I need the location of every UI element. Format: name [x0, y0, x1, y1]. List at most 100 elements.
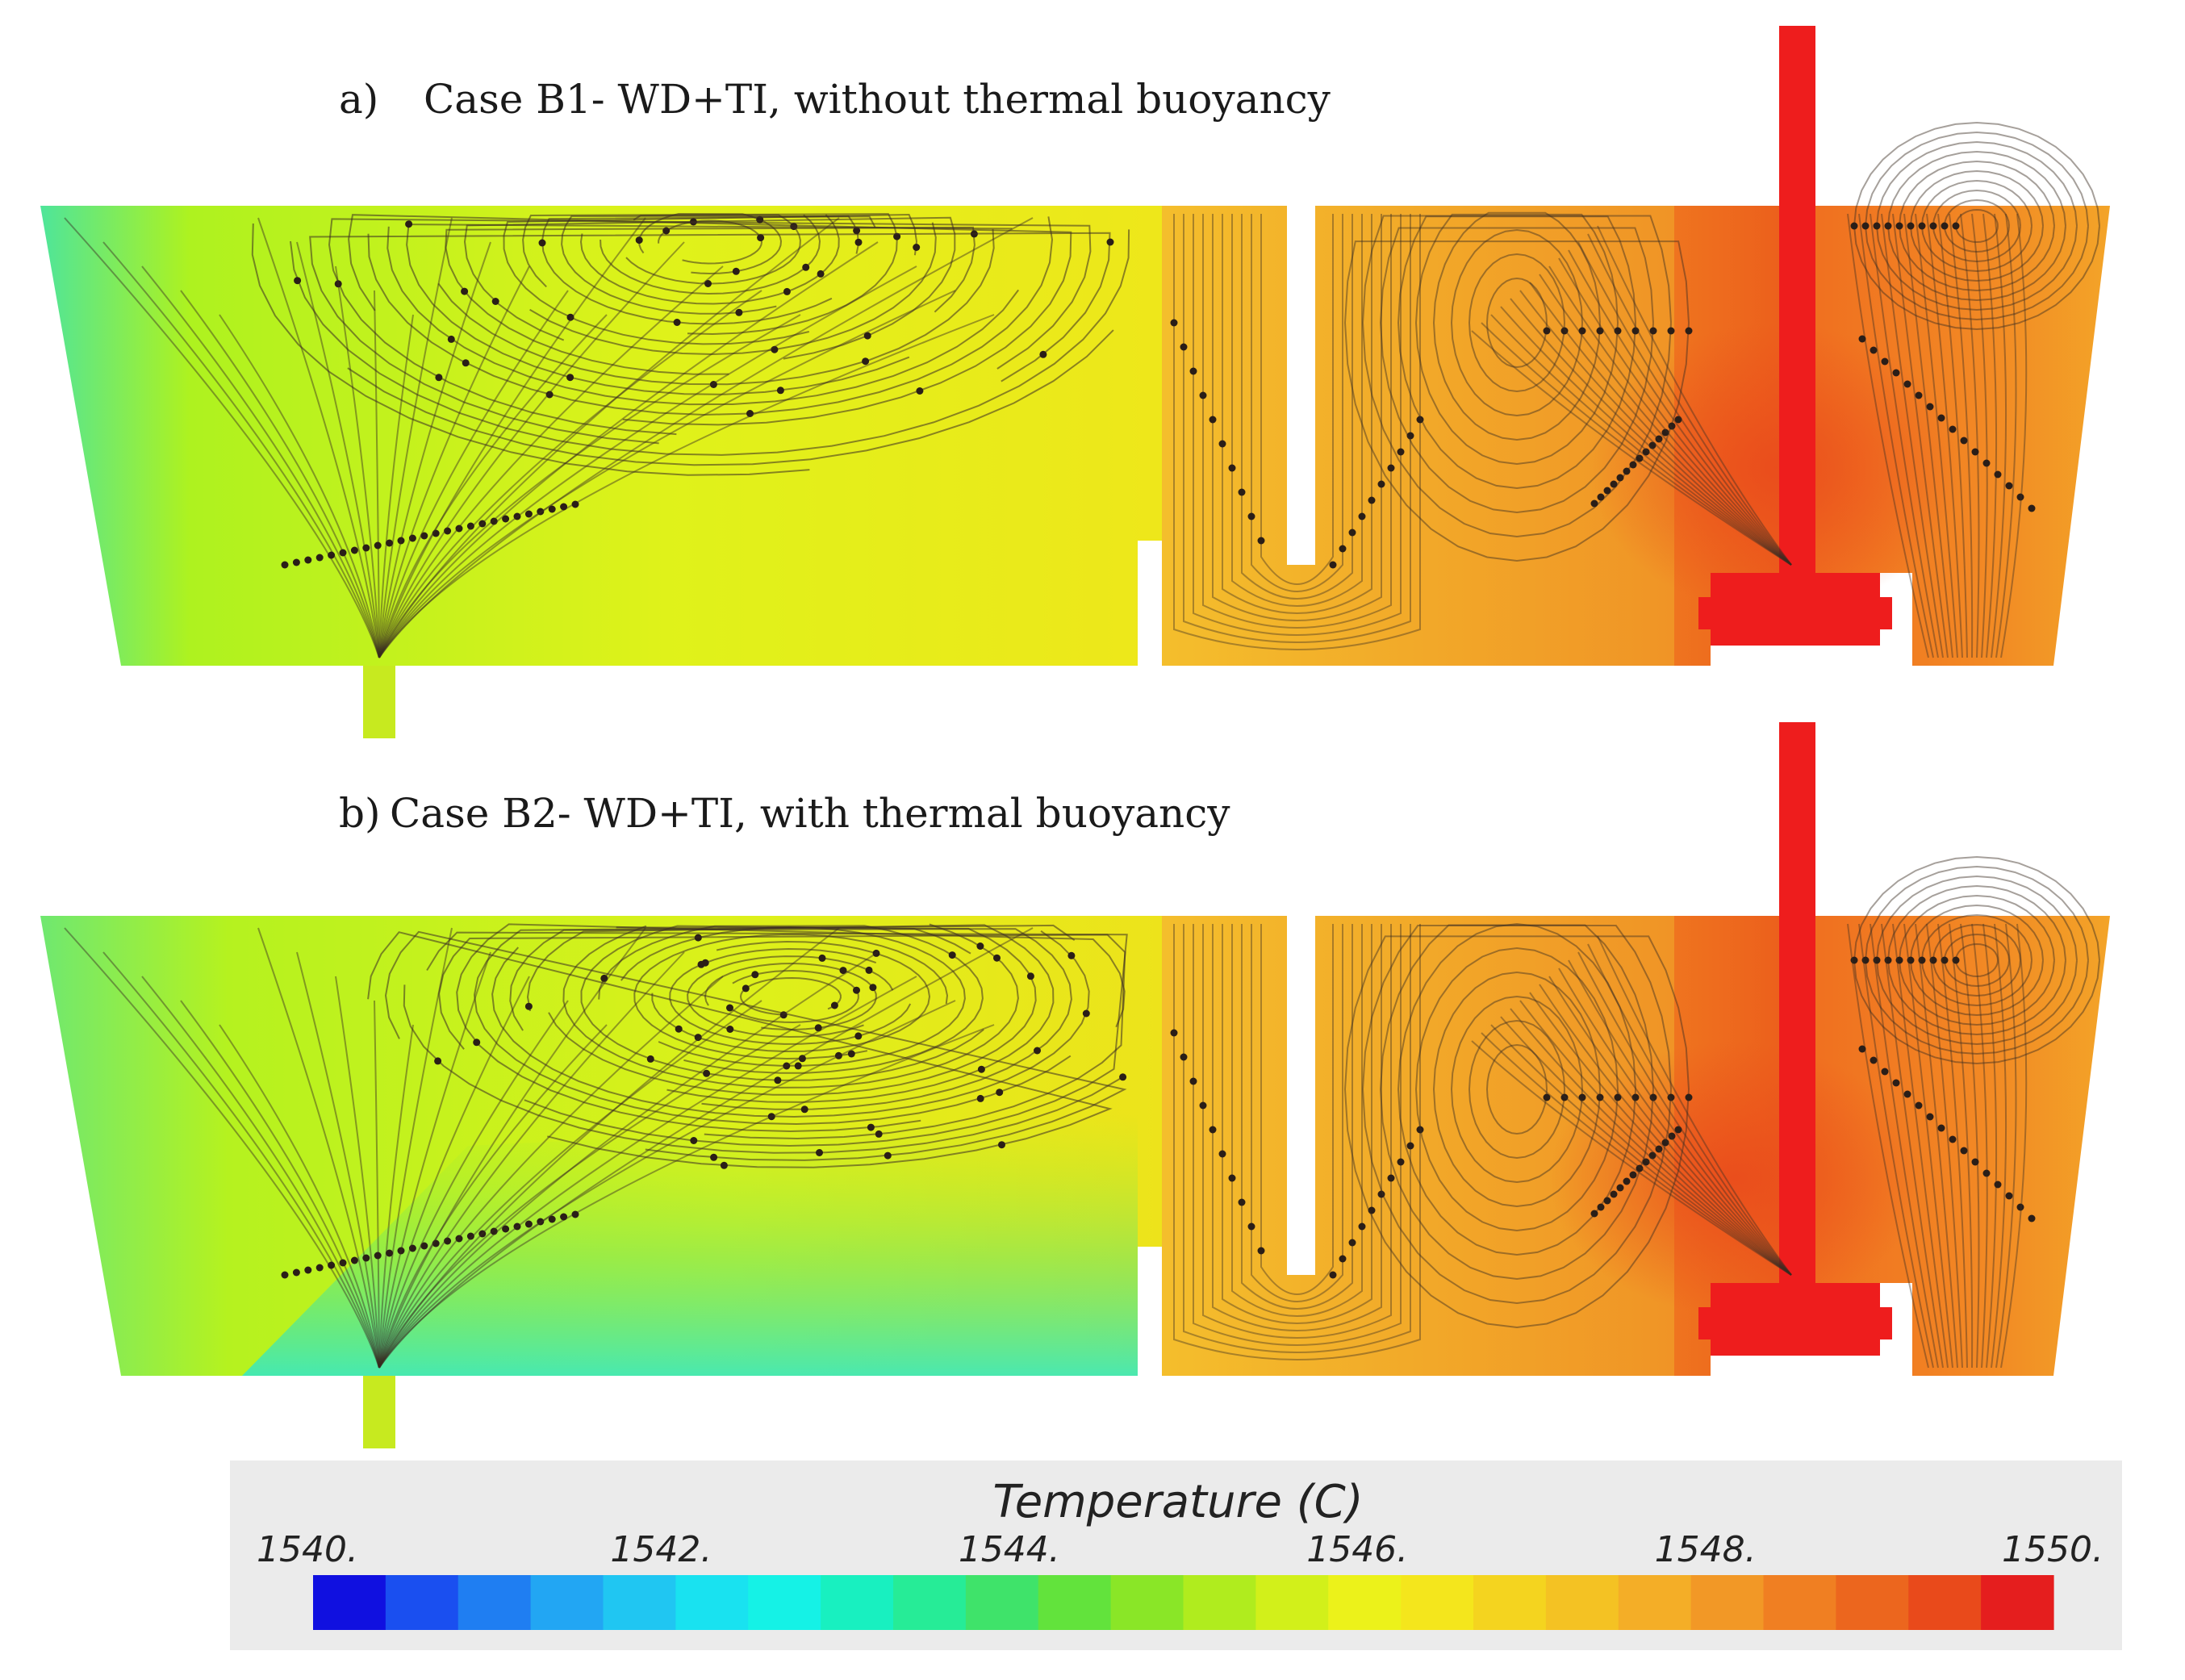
streamline: [378, 290, 762, 658]
seed-point: [1387, 464, 1395, 472]
seed-point: [1406, 432, 1414, 440]
streamline: [1231, 924, 1363, 1317]
streamline: [378, 927, 840, 1369]
seed-point: [771, 345, 779, 353]
seed-point: [1982, 459, 1991, 467]
seed-point: [704, 280, 712, 287]
seed-point: [339, 1259, 347, 1267]
streamline: [378, 265, 724, 658]
streamline: [1847, 213, 1929, 658]
seed-point: [513, 1222, 521, 1231]
seed-point: [1870, 1056, 1878, 1064]
seed-point: [1614, 327, 1622, 335]
streamline: [1949, 923, 1974, 1369]
seed-point: [2016, 1203, 2024, 1211]
seed-point: [1616, 474, 1624, 482]
legend-color-step: [385, 1575, 459, 1630]
seed-point: [1881, 1068, 1889, 1076]
streamline: [1597, 935, 1792, 1276]
seed-point: [1616, 1184, 1624, 1192]
seed-point: [1631, 1093, 1640, 1101]
streamline: [1510, 1008, 1792, 1276]
streamline: [1558, 257, 1792, 566]
seed-point: [435, 374, 443, 382]
seed-point: [1929, 956, 1937, 964]
seed-point: [735, 308, 743, 316]
seed-point: [502, 1225, 510, 1233]
streamline: [378, 951, 685, 1369]
seed-point: [1578, 327, 1586, 335]
seed-point: [776, 387, 784, 395]
streamline: [1568, 959, 1792, 1276]
seed-point: [1929, 222, 1937, 230]
seed-point: [993, 954, 1001, 962]
seed-point: [548, 505, 556, 513]
streamline: [1260, 214, 1334, 585]
streamline: [374, 290, 380, 658]
seed-point: [817, 270, 825, 278]
seed-point: [1247, 1222, 1255, 1231]
seed-point: [1884, 956, 1892, 964]
seed-point: [1228, 464, 1236, 472]
panel-a-title: Case B1- WD+TI, without thermal buoyancy: [424, 76, 1331, 123]
seed-point: [560, 1213, 568, 1221]
seed-point: [1881, 357, 1889, 366]
streamline: [180, 290, 380, 658]
seed-point: [1026, 972, 1034, 980]
streamline: [378, 951, 879, 1369]
legend-color-step: [1038, 1575, 1112, 1630]
seed-point: [1257, 537, 1265, 545]
seed-point: [281, 561, 289, 569]
streamline: [309, 232, 1111, 445]
streamline: [378, 290, 569, 658]
seed-point: [1949, 1135, 1957, 1143]
seed-point: [1892, 1079, 1900, 1087]
streamline: [1991, 923, 2007, 1369]
streamline: [335, 265, 380, 658]
streamline: [1892, 213, 1949, 658]
legend-tick-label: 1540.: [257, 1529, 358, 1570]
panel-b-cool-bottom: [242, 1114, 1138, 1376]
seed-point: [1180, 343, 1188, 351]
seed-point: [1590, 1210, 1598, 1218]
seed-point: [757, 234, 765, 242]
seed-point: [742, 984, 750, 993]
legend-color-step: [1473, 1575, 1547, 1630]
seed-point: [1926, 403, 1934, 411]
seed-point: [884, 1151, 892, 1160]
legend-color-step: [1545, 1575, 1619, 1630]
legend-color-step: [1328, 1575, 1402, 1630]
seed-point: [334, 280, 342, 288]
streamline: [378, 1000, 762, 1369]
streamline: [1548, 976, 1792, 1276]
seed-point: [434, 1057, 442, 1065]
legend-color-step: [1908, 1575, 1982, 1630]
seed-point: [1918, 222, 1926, 230]
seed-point: [1642, 1158, 1650, 1166]
seed-point: [854, 238, 863, 246]
streamline: [522, 213, 898, 336]
seed-point: [1873, 222, 1881, 230]
streamline: [1949, 213, 1974, 658]
seed-point: [746, 410, 754, 417]
panel-a-streamlines: [64, 121, 2100, 658]
streamline: [403, 984, 1122, 1154]
seed-point: [1368, 1206, 1376, 1214]
legend-color-step: [1763, 1575, 1836, 1630]
seed-point: [397, 1247, 405, 1255]
streamline: [1558, 967, 1792, 1276]
seed-point: [1667, 327, 1675, 335]
seed-point: [1861, 222, 1870, 230]
seed-point: [830, 1001, 838, 1009]
seed-point: [1873, 956, 1881, 964]
seed-point: [304, 556, 312, 564]
streamline: [1231, 214, 1363, 607]
seed-point: [444, 527, 452, 535]
streamline: [1529, 282, 1792, 566]
seed-point: [1358, 512, 1366, 520]
seed-point: [1597, 493, 1605, 501]
seed-point: [1941, 222, 1949, 230]
streamline: [1397, 922, 1636, 1256]
legend-tick-label: 1546.: [1306, 1529, 1408, 1570]
streamline: [348, 214, 1072, 426]
